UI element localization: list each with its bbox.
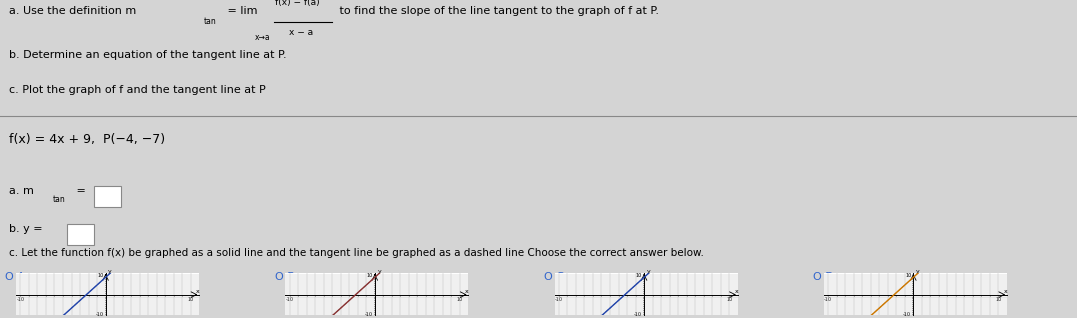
Text: x→a: x→a [255,33,271,42]
Text: b. Determine an equation of the tangent line at P.: b. Determine an equation of the tangent … [9,50,286,60]
Text: b. y =: b. y = [9,224,45,233]
Text: to find the slope of the line tangent to the graph of f at P.: to find the slope of the line tangent to… [336,5,659,16]
Text: O C.: O C. [544,272,568,282]
Text: O D.: O D. [813,272,838,282]
Text: x: x [196,289,199,294]
Text: y: y [377,269,381,274]
Text: O A.: O A. [5,272,29,282]
Text: y: y [646,269,651,274]
Text: O B.: O B. [275,272,298,282]
Text: x: x [735,289,738,294]
Text: x − a: x − a [289,28,312,37]
FancyBboxPatch shape [94,186,121,207]
Text: y: y [108,269,112,274]
Text: f(x) = 4x + 9,  P(−4, −7): f(x) = 4x + 9, P(−4, −7) [9,133,165,146]
Text: a. Use the definition m: a. Use the definition m [9,5,136,16]
Text: a. m: a. m [9,186,33,197]
Text: = lim: = lim [224,5,257,16]
Text: x: x [465,289,468,294]
Text: c. Plot the graph of f and the tangent line at P: c. Plot the graph of f and the tangent l… [9,85,265,95]
FancyBboxPatch shape [67,224,94,245]
Text: x: x [1004,289,1007,294]
Text: f(x) − f(a): f(x) − f(a) [275,0,319,7]
Text: tan: tan [204,17,216,26]
Text: tan: tan [53,195,66,204]
Text: c. Let the function f(x) be graphed as a solid line and the tangent line be grap: c. Let the function f(x) be graphed as a… [9,248,703,258]
Text: =: = [73,186,89,197]
Text: y: y [915,269,920,274]
